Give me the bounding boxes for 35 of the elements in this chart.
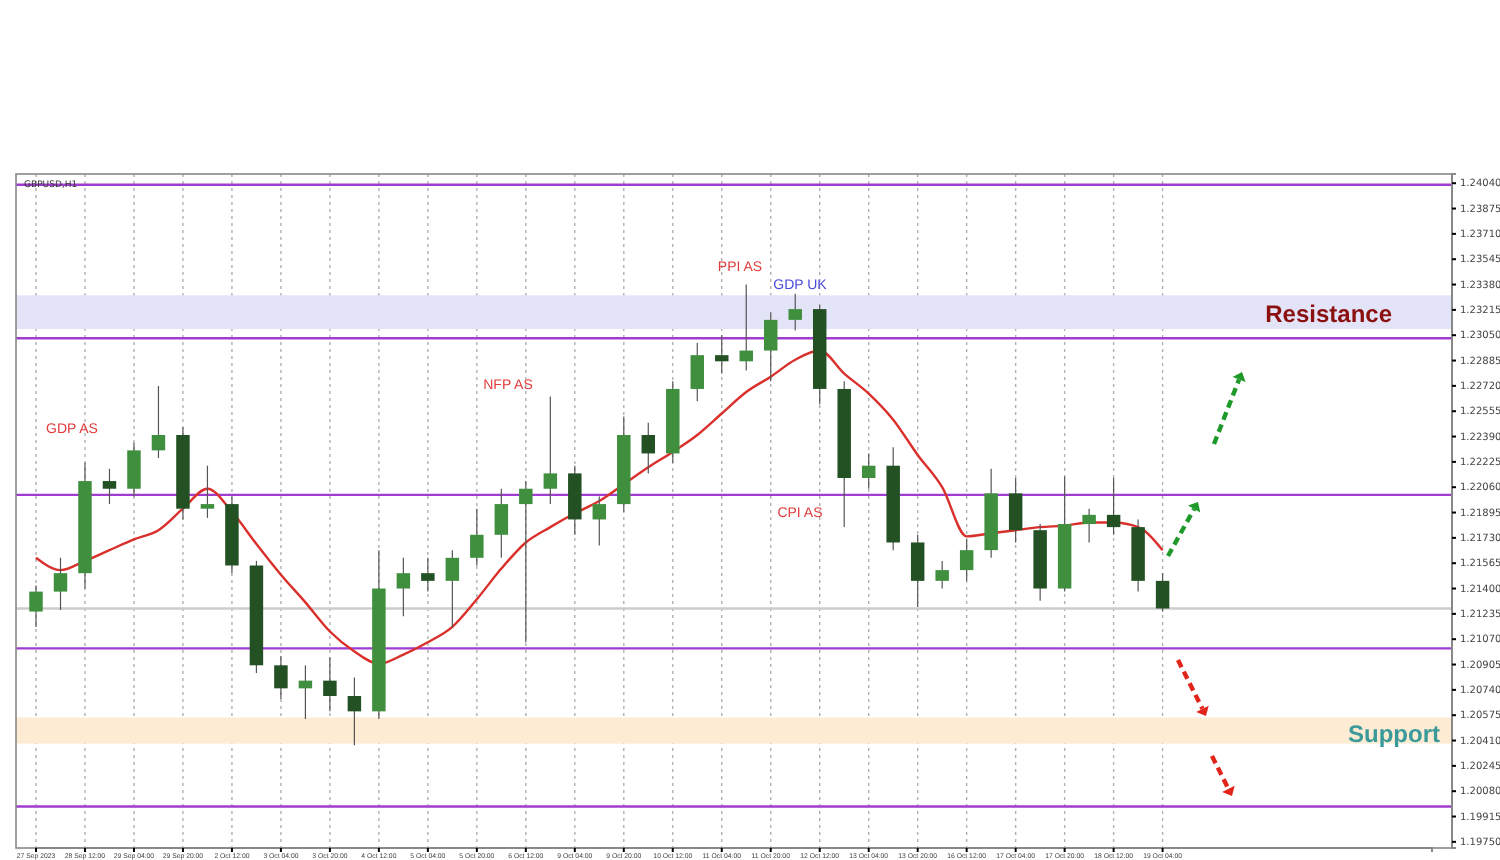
candlestick: [861, 452, 876, 490]
candlestick: [910, 534, 925, 608]
candlestick: [739, 283, 753, 372]
candlestick: [29, 584, 43, 628]
candlestick: [592, 495, 607, 547]
annotation: Support: [1348, 720, 1440, 749]
candlestick: [494, 488, 509, 559]
candlestick: [323, 657, 337, 712]
candlestick: [715, 334, 729, 375]
candlestick: [274, 655, 288, 700]
candlestick: [1082, 508, 1096, 544]
candlestick: [519, 480, 533, 643]
annotation: Resistance: [1265, 300, 1393, 329]
candlestick: [470, 508, 484, 567]
candlestick: [935, 560, 949, 590]
candlestick: [151, 385, 166, 459]
candlestick: [1155, 572, 1170, 613]
line-series: [34, 349, 1164, 665]
candlestick: [421, 557, 435, 593]
candlestick: [959, 538, 974, 582]
candlestick: [641, 422, 656, 474]
candlestick: [1106, 477, 1121, 536]
candlestick: [102, 468, 117, 505]
candlestick: [1008, 477, 1023, 544]
candlestick: [690, 342, 704, 402]
candlestick: [543, 396, 558, 505]
candlestick: [396, 557, 411, 617]
candlestick: [53, 557, 68, 611]
candlestick: [200, 465, 215, 519]
candlestick: [788, 293, 802, 332]
candlestick: [764, 311, 778, 382]
candlestick: [347, 676, 362, 746]
candlestick: [445, 549, 460, 628]
candlestick: [127, 442, 141, 498]
candlestick: [568, 465, 582, 536]
